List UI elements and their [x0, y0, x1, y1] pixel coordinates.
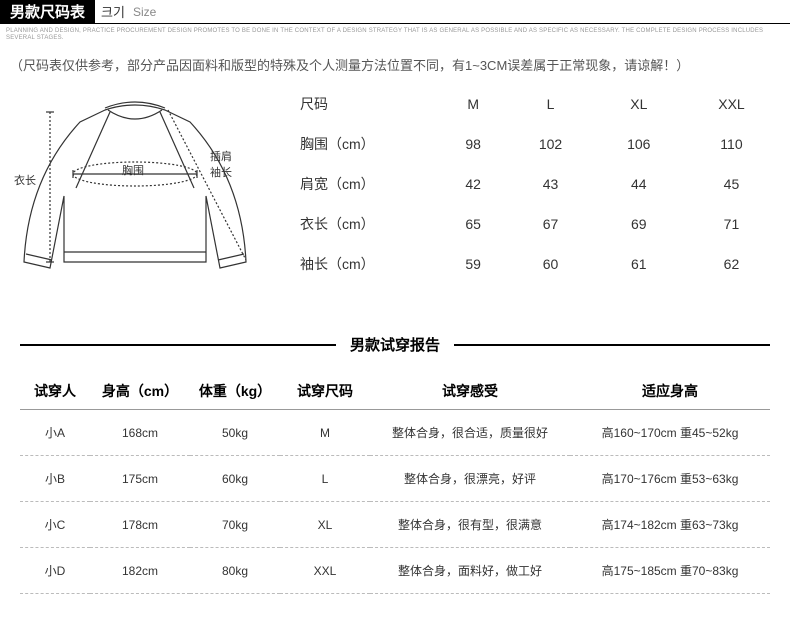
- size-table-row: 袖长（cm）59606162: [290, 244, 780, 284]
- fit-cell: 175cm: [90, 456, 190, 502]
- disclaimer-text: （尺码表仅供参考，部分产品因面料和版型的特殊及个人测量方法位置不同，有1~3CM…: [10, 55, 780, 74]
- fit-col-person: 试穿人: [20, 373, 90, 410]
- fit-cell: 178cm: [90, 502, 190, 548]
- size-col-l: L: [506, 84, 594, 124]
- fit-cell: 高175~185cm 重70~83kg: [570, 548, 770, 594]
- header-subtitle-en: Size: [133, 5, 156, 19]
- size-cell: 43: [506, 164, 594, 204]
- fit-col-weight: 体重（kg）: [190, 373, 280, 410]
- size-cell: 98: [440, 124, 506, 164]
- fit-cell: 整体合身，很有型，很满意: [370, 502, 570, 548]
- header-fineprint: PLANNING AND DESIGN, PRACTICE PROCUREMEN…: [6, 28, 784, 41]
- header-title: 男款尺码表: [0, 0, 95, 24]
- fit-col-feel: 试穿感受: [370, 373, 570, 410]
- fit-table-row: 小A168cm50kgM整体合身，很合适，质量很好高160~170cm 重45~…: [20, 410, 770, 456]
- diagram-label-chest: 胸围: [122, 162, 144, 178]
- size-col-xxl: XXL: [683, 84, 780, 124]
- size-row-label: 衣长（cm）: [290, 204, 440, 244]
- size-section: 衣长 胸围 插肩 袖长 尺码 M L XL XXL 胸围（cm）98102106…: [0, 84, 790, 284]
- size-cell: 71: [683, 204, 780, 244]
- divider-line-right: [454, 344, 770, 346]
- fit-cell: 小C: [20, 502, 90, 548]
- fit-cell: 小B: [20, 456, 90, 502]
- size-col-label: 尺码: [290, 84, 440, 124]
- size-col-xl: XL: [595, 84, 683, 124]
- size-row-label: 胸围（cm）: [290, 124, 440, 164]
- size-table-row: 肩宽（cm）42434445: [290, 164, 780, 204]
- fit-table: 试穿人 身高（cm） 体重（kg） 试穿尺码 试穿感受 适应身高 小A168cm…: [20, 373, 770, 594]
- size-table-header-row: 尺码 M L XL XXL: [290, 84, 780, 124]
- fit-cell: 小D: [20, 548, 90, 594]
- size-cell: 110: [683, 124, 780, 164]
- size-cell: 62: [683, 244, 780, 284]
- diagram-label-length: 衣长: [12, 172, 38, 188]
- diagram-label-sleeve: 插肩 袖长: [210, 148, 232, 180]
- fit-cell: 60kg: [190, 456, 280, 502]
- fit-cell: 182cm: [90, 548, 190, 594]
- fit-cell: 80kg: [190, 548, 280, 594]
- fit-cell: XL: [280, 502, 370, 548]
- fit-cell: 整体合身，很合适，质量很好: [370, 410, 570, 456]
- fit-cell: 整体合身，面料好，做工好: [370, 548, 570, 594]
- size-cell: 61: [595, 244, 683, 284]
- fit-cell: L: [280, 456, 370, 502]
- size-cell: 69: [595, 204, 683, 244]
- size-cell: 102: [506, 124, 594, 164]
- size-cell: 44: [595, 164, 683, 204]
- fit-cell: 高174~182cm 重63~73kg: [570, 502, 770, 548]
- fit-table-row: 小D182cm80kgXXL整体合身，面料好，做工好高175~185cm 重70…: [20, 548, 770, 594]
- size-cell: 60: [506, 244, 594, 284]
- divider-line-left: [20, 344, 336, 346]
- fit-table-row: 小C178cm70kgXL整体合身，很有型，很满意高174~182cm 重63~…: [20, 502, 770, 548]
- fit-cell: XXL: [280, 548, 370, 594]
- fit-table-header-row: 试穿人 身高（cm） 体重（kg） 试穿尺码 试穿感受 适应身高: [20, 373, 770, 410]
- sweatshirt-icon: [10, 88, 260, 278]
- size-cell: 42: [440, 164, 506, 204]
- size-row-label: 袖长（cm）: [290, 244, 440, 284]
- fit-table-row: 小B175cm60kgL整体合身，很漂亮，好评高170~176cm 重53~63…: [20, 456, 770, 502]
- fit-col-range: 适应身高: [570, 373, 770, 410]
- size-table: 尺码 M L XL XXL 胸围（cm）98102106110肩宽（cm）424…: [290, 84, 780, 284]
- header-subtitle-kr: 크기: [101, 2, 125, 21]
- fit-section-title: 男款试穿报告: [336, 334, 454, 355]
- fit-cell: 50kg: [190, 410, 280, 456]
- fit-cell: 高160~170cm 重45~52kg: [570, 410, 770, 456]
- fit-col-size: 试穿尺码: [280, 373, 370, 410]
- fit-col-height: 身高（cm）: [90, 373, 190, 410]
- size-table-row: 衣长（cm）65676971: [290, 204, 780, 244]
- fit-section-divider: 男款试穿报告: [20, 334, 770, 355]
- garment-diagram: 衣长 胸围 插肩 袖长: [10, 84, 260, 284]
- fit-cell: 小A: [20, 410, 90, 456]
- size-cell: 59: [440, 244, 506, 284]
- fit-cell: M: [280, 410, 370, 456]
- fit-cell: 整体合身，很漂亮，好评: [370, 456, 570, 502]
- fit-cell: 高170~176cm 重53~63kg: [570, 456, 770, 502]
- size-table-row: 胸围（cm）98102106110: [290, 124, 780, 164]
- fit-cell: 168cm: [90, 410, 190, 456]
- size-col-m: M: [440, 84, 506, 124]
- size-cell: 65: [440, 204, 506, 244]
- fit-cell: 70kg: [190, 502, 280, 548]
- size-cell: 45: [683, 164, 780, 204]
- header-bar: 男款尺码表 크기 Size: [0, 0, 790, 24]
- size-cell: 106: [595, 124, 683, 164]
- size-row-label: 肩宽（cm）: [290, 164, 440, 204]
- size-cell: 67: [506, 204, 594, 244]
